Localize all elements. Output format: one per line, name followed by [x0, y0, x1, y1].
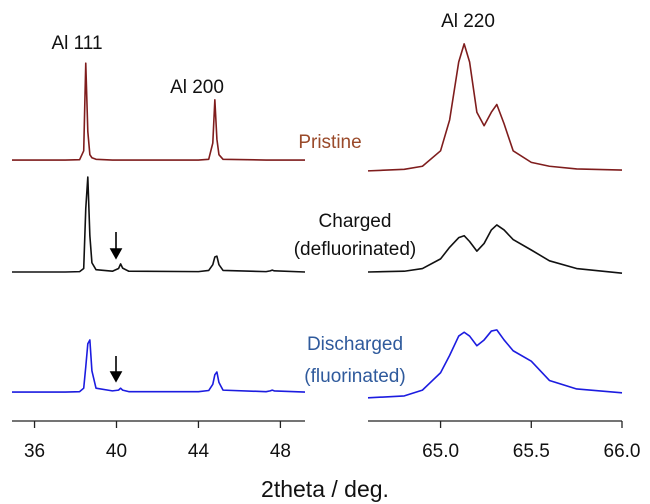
- xrd-trace: [12, 176, 306, 273]
- x-tick-label: 36: [24, 441, 45, 462]
- x-tick-label: 40: [106, 441, 127, 462]
- peak-annotation: Al 200: [170, 77, 224, 98]
- legend-label: Discharged: [307, 334, 403, 355]
- arrow-head: [109, 371, 123, 383]
- xrd-trace: [367, 329, 623, 399]
- xrd-trace: [367, 224, 623, 274]
- legend-label: Charged: [319, 211, 392, 232]
- x-tick-label: 44: [188, 441, 210, 462]
- peak-annotation: Al 220: [441, 11, 495, 32]
- x-tick-label: 65.0: [422, 441, 459, 462]
- xrd-trace: [12, 62, 305, 161]
- arrow-head: [109, 248, 123, 260]
- x-axis-title: 2theta / deg.: [261, 476, 389, 502]
- peak-annotation: Al 111: [51, 33, 102, 54]
- x-tick-label: 48: [270, 441, 291, 462]
- xrd-trace: [367, 43, 623, 172]
- x-tick-label: 65.5: [513, 441, 550, 462]
- legend-label: Pristine: [298, 132, 361, 153]
- arrows: [109, 232, 123, 383]
- xrd-trace: [12, 339, 306, 393]
- x-tick-label: 66.0: [604, 441, 641, 462]
- legend-label: (defluorinated): [294, 239, 417, 260]
- legend-label: (fluorinated): [304, 366, 405, 387]
